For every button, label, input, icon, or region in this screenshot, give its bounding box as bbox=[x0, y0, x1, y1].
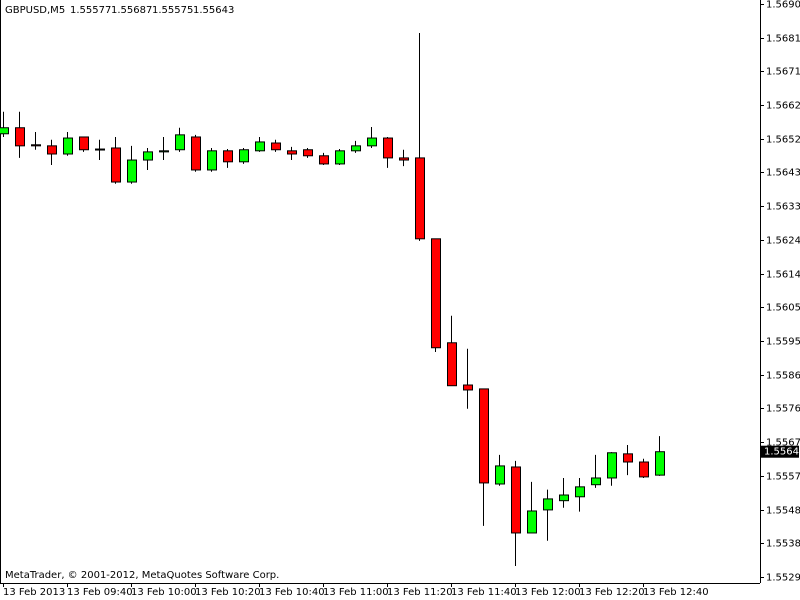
y-tick-label: 1.55860 bbox=[766, 371, 800, 382]
candle-body bbox=[287, 150, 297, 155]
candle-body bbox=[0, 127, 9, 135]
y-tick-label: 1.56145 bbox=[766, 270, 800, 281]
x-tick-label: 13 Feb 11:00 bbox=[323, 587, 389, 598]
candle-body bbox=[319, 155, 329, 165]
y-tick-label: 1.56240 bbox=[766, 236, 800, 247]
candle-body bbox=[623, 453, 633, 463]
x-tick-label: 13 Feb 10:40 bbox=[259, 587, 325, 598]
candle-body bbox=[607, 452, 617, 479]
candle-body bbox=[63, 137, 73, 155]
candle-body bbox=[143, 151, 153, 161]
y-tick-label: 1.56050 bbox=[766, 303, 800, 314]
y-tick-label: 1.56430 bbox=[766, 168, 800, 179]
candle-body bbox=[639, 461, 649, 478]
y-tick-label: 1.55955 bbox=[766, 337, 800, 348]
candle-body bbox=[543, 498, 553, 511]
candle-body bbox=[159, 150, 169, 153]
y-tick-label: 1.55480 bbox=[766, 506, 800, 517]
candle-body bbox=[111, 147, 121, 183]
candle-body bbox=[447, 342, 457, 387]
chart-title: GBPUSD,M5 bbox=[5, 5, 65, 16]
y-tick-label: 1.56715 bbox=[766, 67, 800, 78]
x-tick-label: 13 Feb 10:20 bbox=[195, 587, 261, 598]
x-tick-label: 13 Feb 12:00 bbox=[515, 587, 581, 598]
candle-body bbox=[591, 477, 601, 486]
candle-body bbox=[399, 157, 409, 161]
header-value: 1.55575 bbox=[152, 5, 193, 16]
candle-body bbox=[207, 150, 217, 171]
y-tick-label: 1.56335 bbox=[766, 202, 800, 213]
candle-body bbox=[31, 144, 41, 147]
candle-body bbox=[47, 145, 57, 155]
candle-body bbox=[511, 466, 521, 534]
candle-body bbox=[15, 127, 25, 147]
y-tick-label: 1.55290 bbox=[766, 573, 800, 584]
x-tick-label: 13 Feb 12:40 bbox=[643, 587, 709, 598]
candle-body bbox=[495, 465, 505, 485]
candle-body bbox=[191, 136, 201, 171]
candle-body bbox=[95, 148, 105, 151]
footer: MetaTrader, © 2001-2012, MetaQuotes Soft… bbox=[5, 570, 279, 581]
current-price-label: 1.55643 bbox=[764, 447, 800, 458]
y-tick-label: 1.55765 bbox=[766, 404, 800, 415]
x-tick-label: 13 Feb 2013 bbox=[3, 587, 65, 598]
candle-body bbox=[575, 486, 585, 498]
candle-body bbox=[239, 149, 249, 163]
candle-body bbox=[79, 136, 89, 151]
header-value: 1.55577 bbox=[70, 5, 111, 16]
y-tick-label: 1.55385 bbox=[766, 539, 800, 550]
candle-body bbox=[223, 150, 233, 163]
candle-body bbox=[255, 141, 265, 152]
candle-body bbox=[479, 388, 489, 484]
candle-body bbox=[463, 384, 473, 391]
y-tick-label: 1.56620 bbox=[766, 101, 800, 112]
x-tick-label: 13 Feb 10:00 bbox=[131, 587, 197, 598]
candle-body bbox=[383, 137, 393, 159]
candle-body bbox=[351, 145, 361, 152]
y-tick-label: 1.56525 bbox=[766, 135, 800, 146]
candle-body bbox=[271, 142, 281, 151]
x-tick-label: 13 Feb 11:20 bbox=[387, 587, 453, 598]
header-value: 1.55687 bbox=[111, 5, 152, 16]
candle-body bbox=[527, 510, 537, 534]
y-tick-label: 1.56810 bbox=[766, 34, 800, 45]
candle-body bbox=[367, 137, 377, 147]
candle-body bbox=[335, 150, 345, 165]
candle-body bbox=[303, 149, 313, 157]
y-tick-label: 1.55670 bbox=[766, 438, 800, 449]
header-value: 1.55643 bbox=[193, 5, 234, 16]
candle-body bbox=[127, 159, 137, 183]
x-tick-label: 13 Feb 11:40 bbox=[451, 587, 517, 598]
x-tick-label: 13 Feb 12:20 bbox=[579, 587, 645, 598]
y-tick-label: 1.55575 bbox=[766, 472, 800, 483]
candle-body bbox=[175, 134, 185, 151]
x-tick-label: 13 Feb 09:40 bbox=[67, 587, 133, 598]
y-tick-label: 1.56905 bbox=[766, 0, 800, 11]
candle-body bbox=[431, 238, 441, 349]
candle-body bbox=[655, 451, 665, 476]
candle-body bbox=[559, 494, 569, 502]
candle-body bbox=[415, 157, 425, 240]
current-price-box bbox=[761, 445, 799, 458]
